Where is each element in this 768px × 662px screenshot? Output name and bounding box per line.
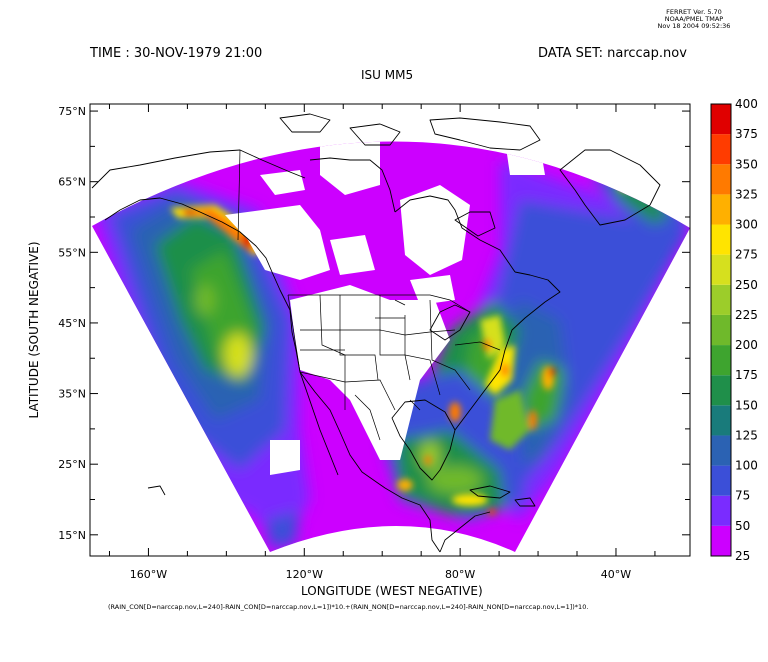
colorbar: 25 50 75 100 125 150 175 200 225 250 275 300 325 350 3… bbox=[710, 97, 758, 563]
x-tick-label: 160°W bbox=[130, 568, 167, 581]
y-axis-label: LATITUDE (SOUTH NEGATIVE) bbox=[27, 241, 41, 419]
formula-label: (RAIN_CON[D=narccap.nov,L=240]-RAIN_CON[… bbox=[108, 603, 589, 611]
plot-frame bbox=[89, 103, 691, 557]
y-tick-label: 75°N bbox=[58, 105, 86, 118]
no-data-areas bbox=[225, 141, 545, 475]
colorbar-label: 275 bbox=[735, 248, 758, 262]
coastlines bbox=[91, 113, 661, 553]
x-tick-label: 40°W bbox=[601, 568, 631, 581]
colorbar-swatch bbox=[711, 104, 731, 135]
y-tick-label: 55°N bbox=[58, 246, 86, 259]
colorbar-swatch bbox=[711, 284, 731, 315]
y-tick-label: 25°N bbox=[58, 458, 86, 471]
colorbar-label: 175 bbox=[735, 368, 758, 382]
colorbar-swatch bbox=[711, 525, 731, 556]
political-borders bbox=[237, 149, 501, 441]
ferret-org: NOAA/PMEL TMAP bbox=[664, 15, 724, 23]
colorbar-label: 300 bbox=[735, 218, 758, 232]
colorbar-label: 125 bbox=[735, 428, 758, 442]
x-tick-label: 80°W bbox=[445, 568, 475, 581]
y-tick-label: 65°N bbox=[58, 176, 86, 189]
y-tick-label: 15°N bbox=[58, 529, 86, 542]
colorbar-label: 375 bbox=[735, 127, 758, 141]
colorbar-label: 50 bbox=[735, 519, 750, 533]
colorbar-swatch bbox=[711, 254, 731, 285]
colorbar-label: 75 bbox=[735, 489, 750, 503]
colorbar-swatch bbox=[711, 435, 731, 466]
axis-tick-labels: 160°W 120°W 80°W 40°W 15°N 25°N 35°N 45°N 55°N 65… bbox=[58, 105, 631, 581]
colorbar-swatch bbox=[711, 314, 731, 346]
colorbar-swatch bbox=[711, 495, 731, 526]
colorbar-swatch bbox=[711, 194, 731, 225]
y-tick-label: 35°N bbox=[58, 388, 86, 401]
y-tick-label: 45°N bbox=[58, 317, 86, 330]
colorbar-label: 200 bbox=[735, 338, 758, 352]
dataset-label: DATA SET: narccap.nov bbox=[538, 46, 687, 61]
x-tick-label: 120°W bbox=[286, 568, 323, 581]
plot-subtitle: ISU MM5 bbox=[361, 68, 414, 82]
colorbar-swatch bbox=[711, 164, 731, 195]
colorbar-label: 225 bbox=[735, 308, 758, 322]
colorbar-label: 400 bbox=[735, 97, 758, 111]
ferret-stamp: FERRET Ver. 5.70 NOAA/PMEL TMAP Nov 18 2… bbox=[646, 9, 742, 30]
colorbar-swatch bbox=[711, 405, 731, 436]
precip-field bbox=[92, 141, 690, 552]
colorbar-swatch bbox=[711, 134, 731, 165]
colorbar-frame bbox=[710, 103, 732, 557]
colorbar-label: 25 bbox=[735, 549, 750, 563]
ferret-version: FERRET Ver. 5.70 bbox=[666, 8, 722, 16]
colorbar-swatch bbox=[711, 224, 731, 255]
colorbar-swatch bbox=[711, 345, 731, 376]
colorbar-label: 250 bbox=[735, 278, 758, 292]
axis-ticks bbox=[90, 104, 690, 556]
colorbar-label: 100 bbox=[735, 459, 758, 473]
colorbar-label: 350 bbox=[735, 157, 758, 171]
x-axis-label: LONGITUDE (WEST NEGATIVE) bbox=[301, 584, 483, 598]
ferret-date: Nov 18 2004 09:52:36 bbox=[657, 22, 731, 30]
colorbar-label: 325 bbox=[735, 187, 758, 201]
colorbar-swatch bbox=[711, 465, 731, 496]
time-label: TIME : 30-NOV-1979 21:00 bbox=[90, 46, 263, 61]
colorbar-label: 150 bbox=[735, 398, 758, 412]
colorbar-swatch bbox=[711, 375, 731, 406]
